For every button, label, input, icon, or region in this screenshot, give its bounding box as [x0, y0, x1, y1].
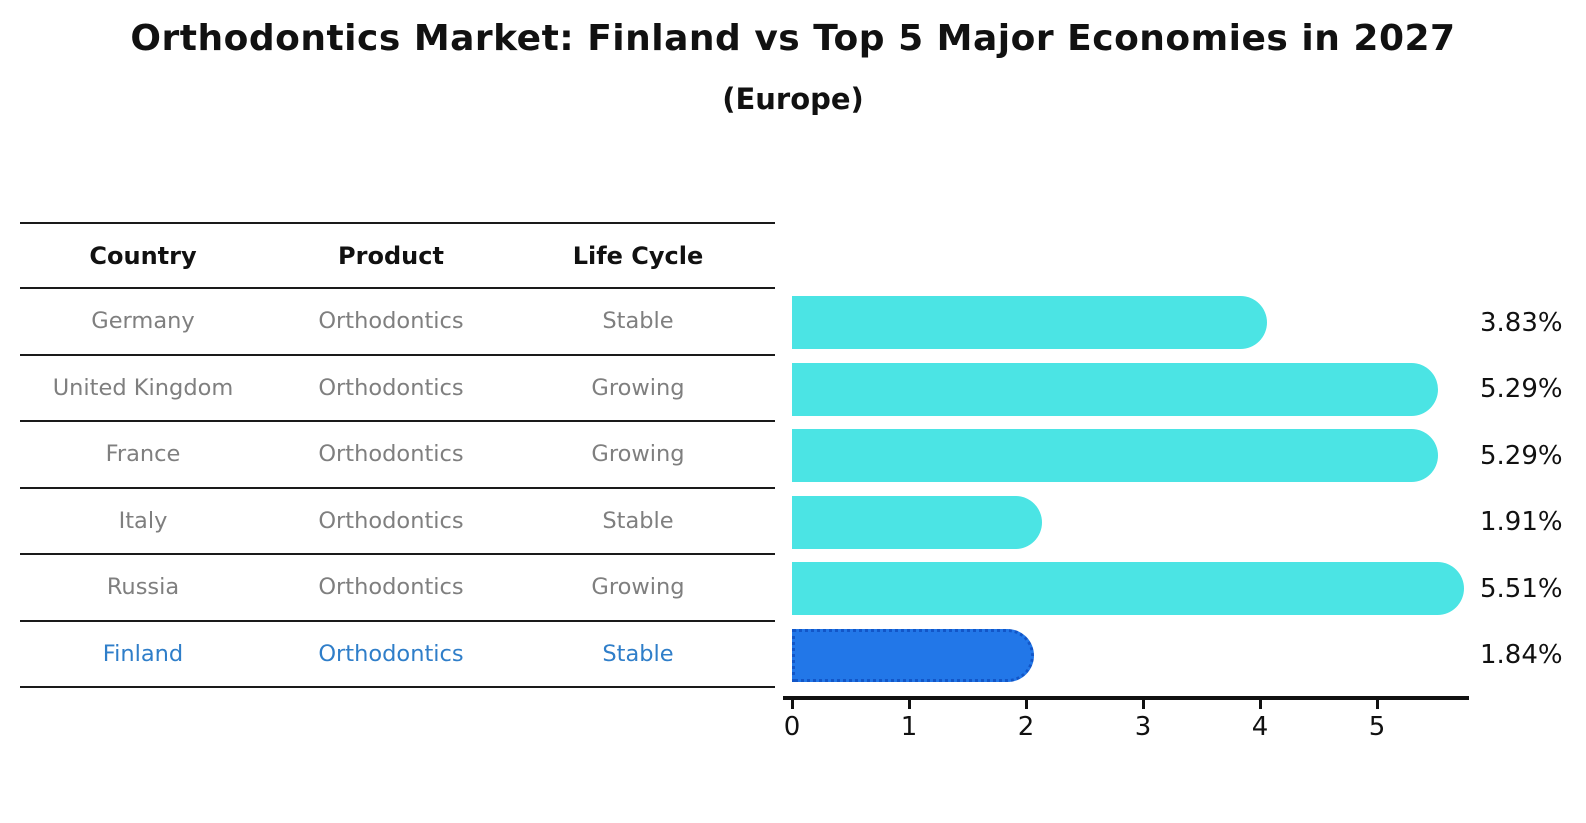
bar-row-italy — [792, 489, 1492, 556]
country-table: Country Product Life Cycle Germany Orthod… — [20, 222, 775, 688]
life-cycle-cell: Stable — [602, 640, 674, 667]
product-cell: Orthodontics — [318, 308, 464, 335]
value-label-italy: 1.91% — [1480, 507, 1563, 537]
life-cycle-cell: Stable — [602, 507, 674, 534]
x-axis-ticks: 0 1 2 3 4 5 — [784, 699, 1492, 749]
value-label-finland: 1.84% — [1480, 640, 1563, 670]
x-tick-mark-2 — [1024, 699, 1028, 709]
x-tick-mark-5 — [1375, 699, 1379, 709]
country-cell: Germany — [91, 308, 195, 335]
value-label-united-kingdom: 5.29% — [1480, 374, 1563, 404]
bar-united-kingdom — [792, 362, 1438, 416]
x-tick-mark-0 — [790, 699, 794, 709]
x-tick-mark-4 — [1258, 699, 1262, 709]
bar-chart — [792, 290, 1492, 689]
table-row-italy: Italy Orthodontics Stable — [20, 489, 775, 555]
value-label-germany: 3.83% — [1480, 307, 1563, 338]
table-row-germany: Germany Orthodontics Stable — [20, 289, 775, 356]
bar-row-france — [792, 423, 1492, 490]
value-labels: 3.83% 5.29% 5.29% 1.91% 5.51% 1.84% — [1480, 290, 1586, 689]
x-tick-mark-1 — [907, 699, 911, 709]
value-label-france: 5.29% — [1480, 440, 1563, 471]
country-cell: Italy — [118, 507, 168, 534]
bar-row-united-kingdom — [792, 356, 1492, 423]
life-cycle-cell: Growing — [591, 441, 685, 468]
x-axis-line — [783, 696, 1469, 700]
x-tick-label-2: 2 — [1017, 712, 1035, 742]
chart-subtitle: (Europe) — [722, 82, 864, 116]
bar-row-russia — [792, 556, 1492, 623]
highlight-bar-finland — [792, 628, 1035, 682]
country-cell: France — [105, 441, 181, 468]
product-cell: Orthodontics — [318, 574, 464, 601]
x-tick-mark-3 — [1141, 699, 1145, 709]
header-cell-product: Product — [338, 241, 444, 270]
country-cell: Finland — [102, 640, 184, 667]
table-row-united-kingdom: United Kingdom Orthodontics Growing — [20, 356, 775, 422]
bar-italy — [792, 495, 1043, 549]
product-cell: Orthodontics — [318, 374, 464, 401]
x-tick-label-1: 1 — [900, 712, 918, 742]
product-cell: Orthodontics — [318, 441, 464, 468]
table-row-finland: Finland Orthodontics Stable — [20, 622, 775, 688]
header-cell-country: Country — [89, 241, 197, 270]
life-cycle-cell: Stable — [602, 308, 674, 335]
country-cell: Russia — [106, 574, 180, 601]
header-cell-life-cycle: Life Cycle — [572, 241, 704, 270]
x-tick-label-4: 4 — [1251, 712, 1269, 742]
table-row-france: France Orthodontics Growing — [20, 422, 775, 489]
life-cycle-cell: Growing — [591, 574, 685, 601]
country-cell: United Kingdom — [52, 374, 234, 401]
value-label-russia: 5.51% — [1480, 573, 1563, 604]
table-body: Germany Orthodontics Stable United Kingdom O… — [20, 289, 775, 688]
x-tick-label-0: 0 — [783, 712, 801, 742]
table-row-russia: Russia Orthodontics Growing — [20, 555, 775, 622]
bar-row-germany — [792, 290, 1492, 357]
chart-title: Orthodontics Market: Finland vs Top 5 Ma… — [130, 18, 1456, 59]
product-cell: Orthodontics — [318, 640, 464, 667]
bar-russia — [792, 562, 1464, 616]
bar-france — [792, 429, 1438, 483]
bar-germany — [792, 296, 1268, 350]
x-tick-label-3: 3 — [1134, 712, 1152, 742]
x-tick-label-5: 5 — [1368, 712, 1386, 742]
bar-row-finland — [792, 622, 1492, 689]
life-cycle-cell: Growing — [591, 374, 685, 401]
product-cell: Orthodontics — [318, 507, 464, 534]
table-header-row: Country Product Life Cycle — [20, 222, 775, 289]
